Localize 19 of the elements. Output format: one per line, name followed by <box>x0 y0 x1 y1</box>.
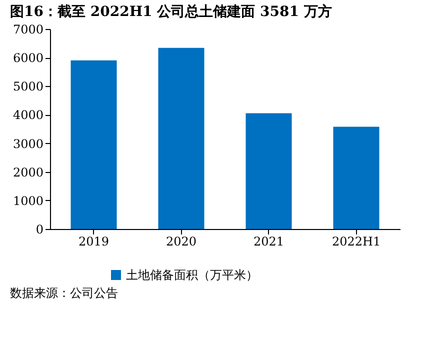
y-tick-label: 2000 <box>12 165 44 180</box>
bar <box>158 48 204 229</box>
y-tick-label: 6000 <box>12 51 44 66</box>
legend-label: 土地储备面积（万平米） <box>126 268 258 282</box>
x-tick-label: 2020 <box>166 234 197 248</box>
y-tick-label: 1000 <box>12 194 44 208</box>
y-tick-label: 7000 <box>12 22 44 36</box>
chart-title: 图16：截至 2022H1 公司总土储建面 3581 万方 <box>10 3 332 20</box>
x-tick-label: 2022H1 <box>332 234 381 248</box>
bar <box>333 126 380 229</box>
bar <box>246 113 292 229</box>
y-tick-label: 5000 <box>12 80 44 94</box>
bar <box>70 60 117 229</box>
x-tick-label: 2021 <box>253 234 284 248</box>
y-tick-label: 0 <box>36 222 44 236</box>
y-tick-label: 3000 <box>12 136 44 151</box>
y-tick-label: 4000 <box>12 108 44 122</box>
source-note: 数据来源：公司公告 <box>10 286 118 300</box>
x-tick-label: 2019 <box>78 234 110 248</box>
